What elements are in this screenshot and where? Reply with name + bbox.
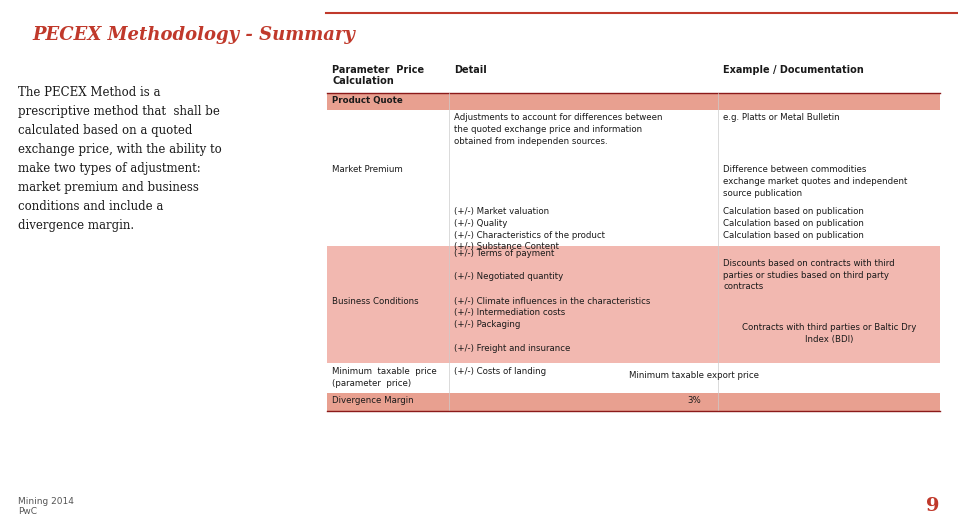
Text: Mining 2014
PwC: Mining 2014 PwC xyxy=(18,497,74,516)
Text: Contracts with third parties or Baltic Dry
Index (BDI): Contracts with third parties or Baltic D… xyxy=(742,324,916,344)
Text: 9: 9 xyxy=(926,497,940,515)
Text: Product Quote: Product Quote xyxy=(332,95,403,105)
Text: Calculation based on publication
Calculation based on publication
Calculation ba: Calculation based on publication Calcula… xyxy=(723,207,864,240)
Text: Detail: Detail xyxy=(454,65,487,75)
FancyBboxPatch shape xyxy=(327,393,940,411)
FancyBboxPatch shape xyxy=(327,110,940,162)
Text: Difference between commodities
exchange market quotes and independent
source pub: Difference between commodities exchange … xyxy=(723,165,907,198)
Text: Market Premium: Market Premium xyxy=(332,165,403,174)
FancyBboxPatch shape xyxy=(327,61,940,93)
FancyBboxPatch shape xyxy=(327,363,940,393)
Text: Business Conditions: Business Conditions xyxy=(332,296,419,306)
FancyBboxPatch shape xyxy=(327,93,940,110)
Text: (+/-) Terms of payment

(+/-) Negotiated quantity: (+/-) Terms of payment (+/-) Negotiated … xyxy=(454,249,564,281)
Text: (+/-) Climate influences in the characteristics
(+/-) Intermediation costs
(+/-): (+/-) Climate influences in the characte… xyxy=(454,296,650,376)
Text: Minimum  taxable  price
(parameter  price): Minimum taxable price (parameter price) xyxy=(332,367,437,388)
Text: Divergence Margin: Divergence Margin xyxy=(332,396,414,405)
FancyBboxPatch shape xyxy=(327,294,940,363)
Text: e.g. Platts or Metal Bulletin: e.g. Platts or Metal Bulletin xyxy=(723,114,840,122)
Text: 3%: 3% xyxy=(687,396,701,405)
Text: Parameter  Price
Calculation: Parameter Price Calculation xyxy=(332,65,424,86)
Text: Adjustments to account for differences between
the quoted exchange price and inf: Adjustments to account for differences b… xyxy=(454,114,662,146)
Text: Minimum taxable export price: Minimum taxable export price xyxy=(630,371,759,380)
Text: (+/-) Market valuation
(+/-) Quality
(+/-) Characteristics of the product
(+/-) : (+/-) Market valuation (+/-) Quality (+/… xyxy=(454,207,605,252)
FancyBboxPatch shape xyxy=(327,246,940,294)
FancyBboxPatch shape xyxy=(327,162,940,204)
Text: The PECEX Method is a
prescriptive method that  shall be
calculated based on a q: The PECEX Method is a prescriptive metho… xyxy=(18,85,222,232)
Text: Example / Documentation: Example / Documentation xyxy=(723,65,864,75)
Text: Discounts based on contracts with third
parties or studies based on third party
: Discounts based on contracts with third … xyxy=(723,259,895,291)
Text: PECEX Methodology - Summary: PECEX Methodology - Summary xyxy=(32,26,355,44)
FancyBboxPatch shape xyxy=(327,204,940,246)
